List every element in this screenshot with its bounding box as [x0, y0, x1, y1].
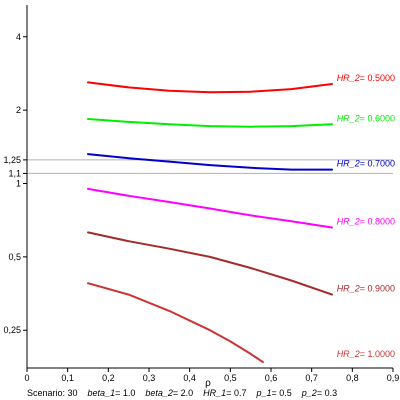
series-label-2: HR_2= 0.7000 — [337, 159, 395, 169]
caption-value-0: : 30 — [63, 388, 78, 398]
x-tick-label-2: 0,2 — [102, 373, 115, 383]
series-value-5: = 1.0000 — [360, 349, 395, 359]
caption-name-4: p_1 — [255, 388, 271, 398]
caption-value-5: = 0.3 — [317, 388, 337, 398]
series-layer — [87, 81, 333, 364]
reference-lines — [27, 159, 393, 174]
x-tick-label-7: 0,7 — [305, 373, 318, 383]
y-tick-label-5: 0,5 — [8, 252, 21, 262]
caption-value-1: = 1.0 — [115, 388, 135, 398]
x-tick-label-6: 0,6 — [265, 373, 278, 383]
y-tick-label-1: 2 — [16, 105, 21, 115]
caption-name-5: p_2 — [301, 388, 317, 398]
caption: Scenario: 30 beta_1= 1.0 beta_2= 2.0 HR_1= … — [27, 388, 337, 398]
axes: 0 0,1 0,2 0,3 0,4 0,5 0,6 0,7 0,8 0,9 4 2 1,25 1,11 0,… — [3, 5, 399, 383]
series-line-4 — [87, 231, 333, 296]
x-axis-title: ρ — [205, 378, 211, 389]
x-tick-label-9: 0,9 — [387, 373, 400, 383]
series-line-0 — [87, 81, 333, 94]
series-name-2: HR_2 — [337, 159, 360, 169]
series-line-5 — [87, 282, 264, 364]
series-label-5: HR_2= 1.0000 — [337, 349, 395, 359]
caption-value-4: = 0.5 — [272, 388, 292, 398]
series-line-3 — [87, 187, 333, 229]
caption-name-1: beta_1 — [88, 388, 116, 398]
series-line-2 — [87, 153, 333, 171]
y-tick-label-6: 0,25 — [3, 325, 21, 335]
x-tick-label-3: 0,3 — [143, 373, 156, 383]
series-name-4: HR_2 — [337, 284, 360, 294]
x-tick-label-4: 0,4 — [183, 373, 196, 383]
series-value-4: = 0.9000 — [360, 284, 395, 294]
series-name-0: HR_2 — [337, 73, 360, 83]
caption-value-3: = 0.7 — [226, 388, 246, 398]
y-tick-label-2: 1,25 — [3, 155, 21, 165]
series-name-3: HR_2 — [337, 216, 360, 226]
x-tick-label-5: 0,5 — [224, 373, 237, 383]
caption-value-2: = 2.0 — [173, 388, 193, 398]
caption-name-0: Scenario — [27, 388, 63, 398]
series-value-3: = 0.8000 — [360, 216, 395, 226]
y-tick-label-4: 1 — [16, 179, 21, 189]
series-value-2: = 0.7000 — [360, 159, 395, 169]
series-label-3: HR_2= 0.8000 — [337, 216, 395, 226]
x-tick-label-1: 0,1 — [61, 373, 74, 383]
y-tick-label-3: 1,1 — [8, 168, 21, 178]
x-tick-label-8: 0,8 — [346, 373, 359, 383]
series-line-1 — [87, 118, 333, 128]
series-value-0: = 0.5000 — [360, 73, 395, 83]
caption-name-2: beta_2 — [145, 388, 173, 398]
caption-name-3: HR_1 — [203, 388, 226, 398]
series-label-1: HR_2= 0.6000 — [337, 113, 395, 123]
series-name-5: HR_2 — [337, 349, 360, 359]
series-label-0: HR_2= 0.5000 — [337, 73, 395, 83]
x-tick-label-0: 0 — [24, 373, 29, 383]
y-tick-label-0: 4 — [16, 32, 21, 42]
series-name-1: HR_2 — [337, 113, 360, 123]
series-label-4: HR_2= 0.9000 — [337, 284, 395, 294]
series-value-1: = 0.6000 — [360, 113, 395, 123]
